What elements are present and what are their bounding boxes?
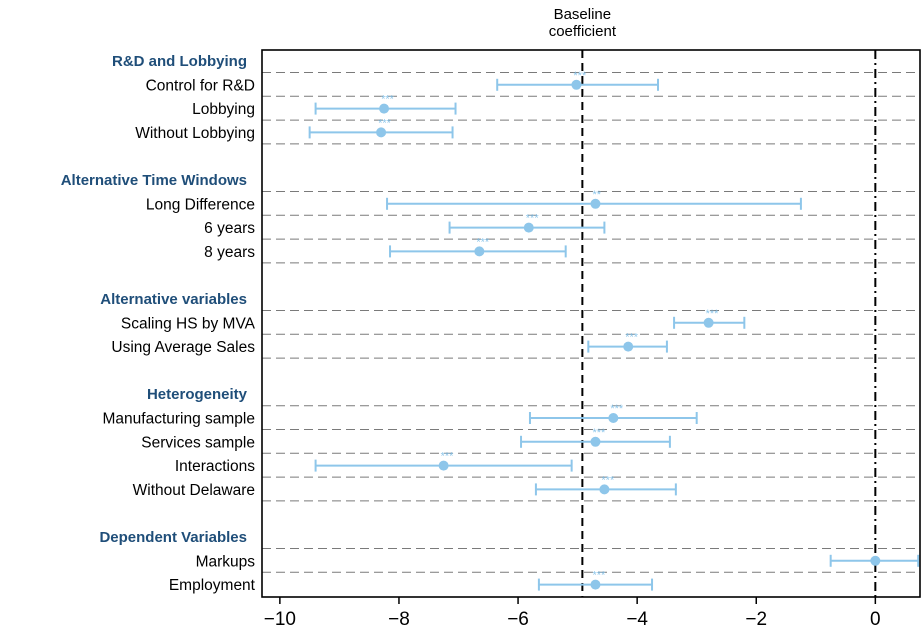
significance-stars: *** bbox=[378, 117, 392, 129]
reference-label: coefficient bbox=[549, 23, 617, 40]
significance-stars: *** bbox=[573, 70, 587, 82]
group-label-4: Dependent Variables bbox=[99, 529, 247, 546]
row-label-1-0: Long Difference bbox=[146, 196, 255, 213]
point-estimate bbox=[590, 198, 601, 209]
x-tick-label: −10 bbox=[264, 609, 296, 630]
significance-stars: *** bbox=[610, 403, 624, 415]
coefficient-1-1: *** bbox=[448, 213, 606, 234]
point-estimate bbox=[438, 460, 449, 471]
group-label-3: Heterogeneity bbox=[147, 386, 248, 403]
x-tick-label: −2 bbox=[745, 609, 767, 630]
row-label-2-1: Using Average Sales bbox=[111, 339, 255, 356]
x-axis: −10 −8 −6 −4 −2 0 bbox=[264, 597, 881, 630]
significance-stars: *** bbox=[625, 332, 639, 344]
coefficient-2-1: *** bbox=[587, 332, 668, 353]
coefficient-4-1: *** bbox=[537, 570, 654, 591]
plot-frame bbox=[261, 49, 921, 598]
reference-label: Baseline bbox=[554, 6, 612, 23]
coefficient-0-2: *** bbox=[308, 117, 454, 139]
row-label-0-0: Control for R&D bbox=[146, 77, 255, 94]
group-label-2: Alternative variables bbox=[100, 291, 247, 308]
row-label-3-0: Manufacturing sample bbox=[103, 411, 256, 428]
point-estimate bbox=[590, 579, 601, 590]
point-estimate bbox=[376, 127, 387, 138]
row-label-3-2: Interactions bbox=[175, 458, 255, 475]
coefficient-3-0: *** bbox=[528, 403, 698, 424]
point-estimate bbox=[870, 555, 881, 566]
coefficient-4-0 bbox=[829, 554, 920, 567]
coefficient-marks: ************************************** bbox=[308, 70, 920, 591]
point-estimate bbox=[379, 103, 390, 114]
coefficient-3-2: *** bbox=[314, 451, 573, 472]
significance-stars: *** bbox=[381, 94, 395, 106]
point-estimate bbox=[623, 341, 634, 352]
group-label-0: R&D and Lobbying bbox=[112, 53, 247, 70]
point-estimate bbox=[608, 413, 619, 423]
row-label-3-3: Without Delaware bbox=[133, 482, 255, 499]
x-tick-label: −4 bbox=[626, 609, 648, 630]
row-label-1-2: 8 years bbox=[204, 244, 255, 261]
significance-stars: *** bbox=[706, 308, 720, 320]
row-labels: R&D and Lobbying Control for R&D Lobbying W… bbox=[61, 53, 256, 594]
point-estimate bbox=[523, 222, 534, 233]
point-estimate bbox=[599, 484, 610, 495]
significance-stars: *** bbox=[592, 427, 606, 439]
point-estimate bbox=[703, 317, 714, 328]
coefficient-3-1: *** bbox=[520, 427, 671, 448]
coefficient-1-2: *** bbox=[389, 236, 567, 258]
x-tick-label: 0 bbox=[870, 609, 881, 630]
row-label-2-0: Scaling HS by MVA bbox=[121, 315, 256, 332]
group-label-1: Alternative Time Windows bbox=[61, 172, 247, 189]
row-label-0-1: Lobbying bbox=[192, 101, 255, 118]
significance-stars: *** bbox=[441, 451, 455, 463]
significance-stars: *** bbox=[592, 570, 606, 582]
coefficient-0-1: *** bbox=[314, 94, 457, 115]
coefficient-2-0: *** bbox=[673, 308, 746, 329]
coefficient-3-3: *** bbox=[534, 474, 677, 496]
row-label-4-1: Employment bbox=[169, 577, 256, 594]
x-tick-label: −6 bbox=[507, 609, 529, 630]
coefficient-1-0: ** bbox=[386, 189, 802, 210]
significance-stars: ** bbox=[592, 189, 601, 201]
significance-stars: *** bbox=[476, 236, 490, 248]
point-estimate bbox=[571, 79, 582, 90]
point-estimate bbox=[474, 246, 485, 257]
point-estimate bbox=[590, 436, 601, 447]
coefficient-0-0: *** bbox=[496, 70, 659, 91]
grid-lines bbox=[262, 72, 920, 573]
row-label-0-2: Without Lobbying bbox=[135, 125, 255, 142]
x-tick-label: −8 bbox=[388, 609, 410, 630]
row-label-1-1: 6 years bbox=[204, 220, 255, 237]
significance-stars: *** bbox=[601, 474, 615, 486]
row-label-4-0: Markups bbox=[196, 553, 256, 570]
row-label-3-1: Services sample bbox=[141, 434, 255, 451]
significance-stars: *** bbox=[526, 213, 540, 225]
